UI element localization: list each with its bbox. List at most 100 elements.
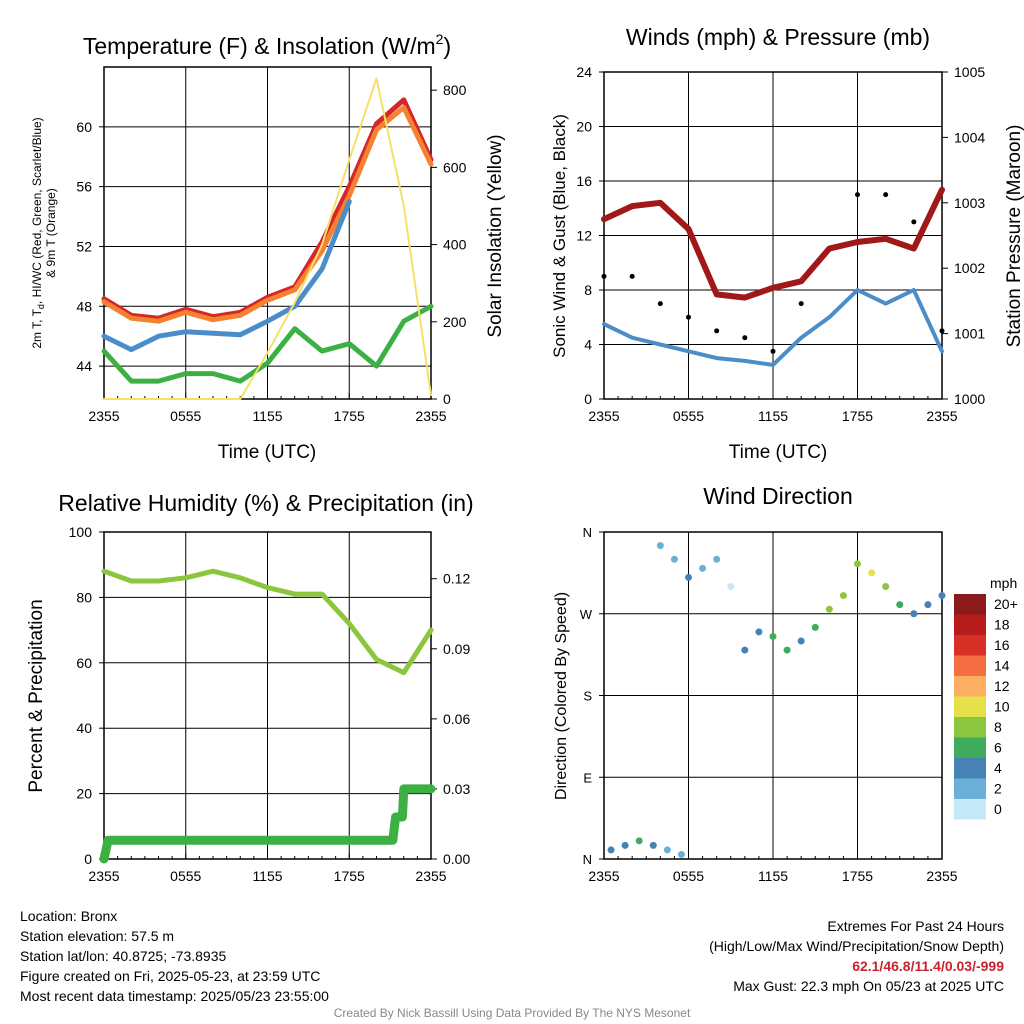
winds-y2label: Station Pressure (Maroon) <box>1004 125 1024 348</box>
winds-ytick-label: 16 <box>576 173 592 189</box>
temperature-xtick-label: 0555 <box>170 408 201 424</box>
direction-point <box>854 560 861 568</box>
temperature-series-line <box>101 104 434 324</box>
colorbar-label: 4 <box>994 760 1002 776</box>
temperature-title: Temperature (F) & Insolation (W/m2) <box>83 31 451 59</box>
colorbar-label: 18 <box>994 617 1010 633</box>
direction-point <box>811 623 819 631</box>
direction-title: Wind Direction <box>703 483 853 509</box>
direction-point <box>924 601 932 609</box>
direction-ytick-label: S <box>583 689 592 704</box>
colorbar-label: 12 <box>994 678 1010 694</box>
winds-ytick-label: 24 <box>576 64 592 80</box>
temperature-ytick-label: 56 <box>76 179 92 195</box>
humidity-ytick-label: 60 <box>76 655 92 671</box>
winds-frame <box>603 71 943 400</box>
direction-point <box>769 632 777 640</box>
humidity-frame <box>103 531 432 860</box>
direction-point <box>727 583 735 590</box>
winds-y2tick-label: 1002 <box>954 260 985 276</box>
direction-xtick-label: 2355 <box>926 868 957 884</box>
direction-point <box>670 555 678 563</box>
gust-point <box>770 348 776 354</box>
direction-point <box>882 583 890 590</box>
colorbar-label: 8 <box>994 719 1002 735</box>
direction-xtick-label: 0555 <box>673 868 704 884</box>
colorbar-swatch <box>954 676 986 697</box>
direction-point <box>910 610 918 618</box>
direction-ytick-label: E <box>583 770 592 785</box>
extremes-info: Extremes For Past 24 Hours (High/Low/Max… <box>709 916 1004 996</box>
humidity-title: Relative Humidity (%) & Precipitation (i… <box>58 490 473 516</box>
humidity-series-line <box>99 784 436 864</box>
direction-point <box>677 850 685 858</box>
temperature-xtick-label: 1155 <box>252 408 282 424</box>
temperature-ylabel-line2: & 9m T (Orange) <box>44 188 58 278</box>
direction-point <box>938 592 946 600</box>
winds-xtick-label: 1155 <box>758 408 788 424</box>
temperature-ylabel: 2m T, Td, HI/WC (Red, Green, Scarlet/Blu… <box>30 117 46 348</box>
colorbar-swatch <box>954 635 986 656</box>
extremes-title: Extremes For Past 24 Hours <box>827 918 1004 934</box>
colorbar-unit: mph <box>990 575 1017 591</box>
gust-point <box>629 273 635 279</box>
recent-text: Most recent data timestamp: 2025/05/23 2… <box>20 988 329 1004</box>
station-info: Location: Bronx Station elevation: 57.5 … <box>20 906 329 1006</box>
location-text: Location: Bronx <box>20 908 118 924</box>
direction-point <box>896 601 904 609</box>
temperature-y2tick-label: 400 <box>443 237 467 253</box>
humidity-ylabel: Percent & Precipitation <box>26 599 47 792</box>
colorbar-swatch <box>954 758 986 779</box>
winds-y2tick-label: 1001 <box>954 326 985 342</box>
winds-ytick-label: 20 <box>576 119 592 135</box>
direction-xtick-label: 1155 <box>758 868 788 884</box>
colorbar-label: 10 <box>994 699 1010 715</box>
winds-plot: 2355 0555 1155 1755 235504812162024100010011… <box>576 64 985 424</box>
colorbar-label: 16 <box>994 637 1010 653</box>
colorbar-swatch <box>954 655 986 676</box>
direction-point <box>868 569 876 577</box>
direction-point <box>656 542 664 550</box>
humidity-xtick-label: 1155 <box>252 868 282 884</box>
direction-point <box>713 555 721 563</box>
humidity-y2tick-label: 0.03 <box>443 781 470 797</box>
temperature-y2tick-label: 0 <box>443 391 451 407</box>
gust-point <box>657 301 663 307</box>
direction-point <box>783 646 791 654</box>
temperature-xtick-label: 2355 <box>88 408 119 424</box>
direction-xtick-label: 2355 <box>588 868 619 884</box>
winds-series-line <box>601 186 945 301</box>
temperature-series-line <box>101 97 434 321</box>
gust-point <box>601 273 607 279</box>
humidity-plot: 2355 0555 1155 1755 23550204060801000.000.03… <box>69 524 471 884</box>
colorbar-swatch <box>954 717 986 738</box>
max-gust-text: Max Gust: 22.3 mph On 05/23 at 2025 UTC <box>733 978 1004 994</box>
temperature-title-sup: 2 <box>436 31 444 47</box>
direction-ytick-label: W <box>580 607 593 622</box>
winds-y2tick-label: 1005 <box>954 64 985 80</box>
direction-point <box>635 837 643 845</box>
temperature-ytick-label: 44 <box>76 358 92 374</box>
winds-series-line <box>602 288 944 367</box>
winds-ytick-label: 0 <box>584 391 592 407</box>
direction-ylabel: Direction (Colored By Speed) <box>553 592 570 800</box>
winds-y2tick-label: 1003 <box>954 195 985 211</box>
direction-point <box>825 605 833 613</box>
winds-xlabel: Time (UTC) <box>729 442 828 463</box>
humidity-y2tick-label: 0.06 <box>443 711 470 727</box>
direction-xtick-label: 1755 <box>842 868 873 884</box>
colorbar-swatch <box>954 696 986 717</box>
winds-title: Winds (mph) & Pressure (mb) <box>626 24 930 50</box>
temperature-xtick-label: 2355 <box>415 408 446 424</box>
temperature-ytick-label: 48 <box>76 298 92 314</box>
colorbar-swatch <box>954 778 986 799</box>
winds-xtick-label: 2355 <box>926 408 957 424</box>
colorbar-label: 20+ <box>994 596 1018 612</box>
temperature-xlabel: Time (UTC) <box>218 442 317 463</box>
colorbar-swatch <box>954 799 986 820</box>
latlon-text: Station lat/lon: 40.8725; -73.8935 <box>20 948 227 964</box>
gust-point <box>883 192 889 198</box>
created-text: Figure created on Fri, 2025-05-23, at 23… <box>20 968 321 984</box>
extremes-values: 62.1/46.8/11.4/0.03/-999 <box>852 958 1004 974</box>
